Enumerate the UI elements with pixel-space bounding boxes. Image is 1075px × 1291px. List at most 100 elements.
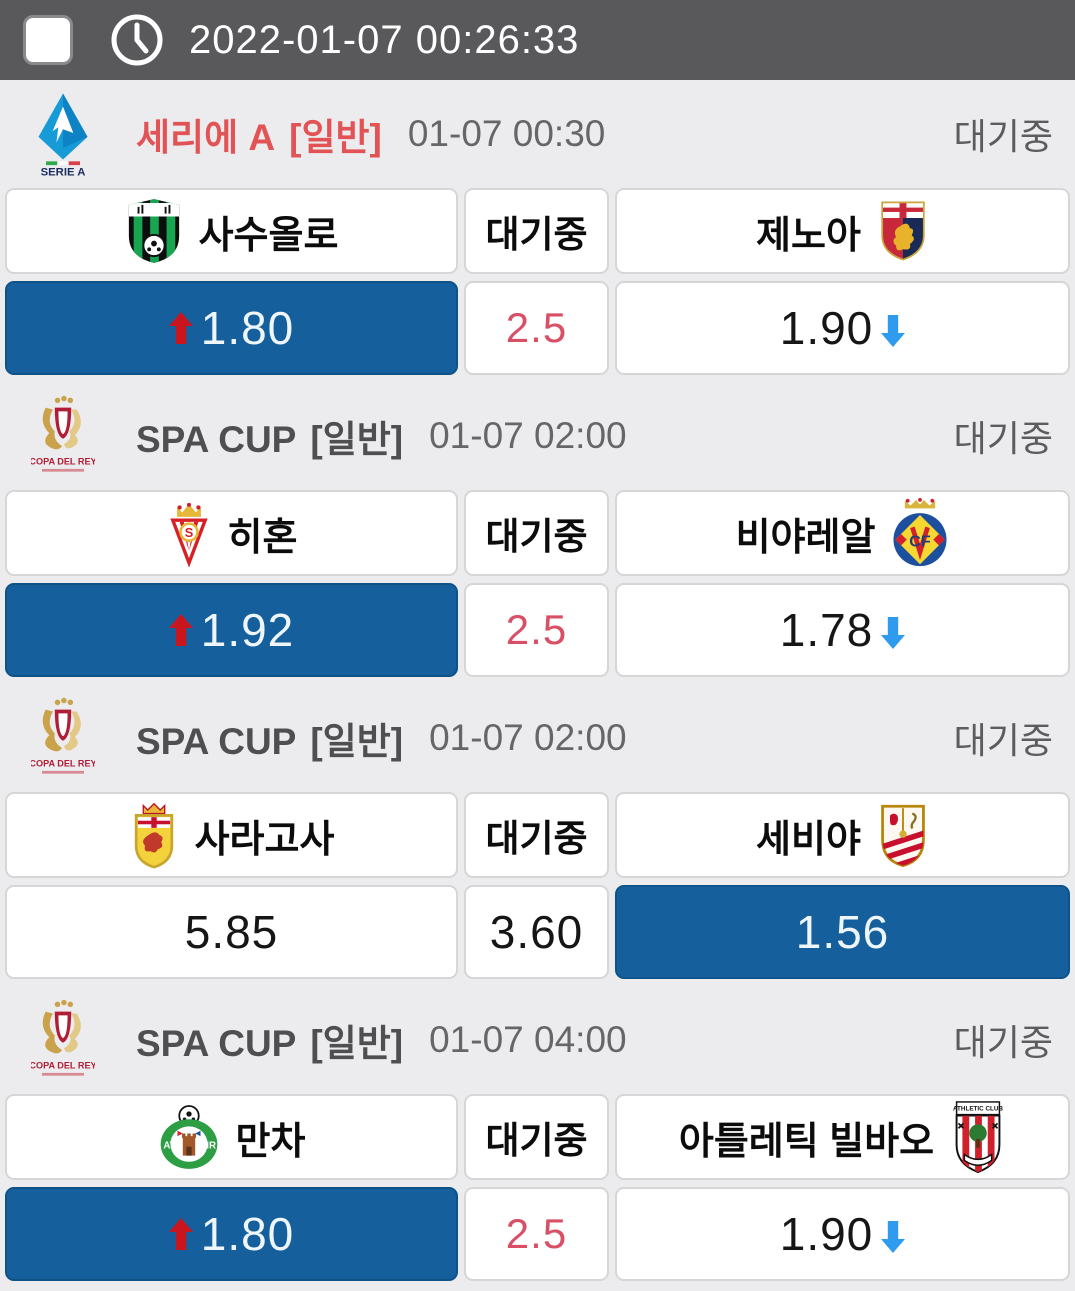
league-tag: [일반] <box>289 117 382 158</box>
match-status: 대기중 <box>485 818 588 859</box>
match-section: SERIE A 세리에 A [일반] 01-07 00:30 대기중 <box>0 80 1075 375</box>
genoa-crest-icon <box>877 198 929 264</box>
away-team-name: 세비야 <box>756 818 861 861</box>
odds-away-button[interactable]: 1.90 <box>615 281 1070 375</box>
home-team-name: 히혼 <box>227 516 298 559</box>
match-status-cell: 대기중 <box>464 1094 609 1180</box>
league-status-badge: 대기중 <box>953 1022 1053 1063</box>
odds-value: 1.92 <box>200 604 295 656</box>
odds-value: 2.5 <box>505 606 568 653</box>
odds-home-button[interactable]: 5.85 <box>5 885 458 979</box>
odds-away-button[interactable]: 1.56 <box>615 885 1070 979</box>
away-team-cell[interactable]: 비야레알 CF <box>615 490 1070 576</box>
home-team-name: 사라고사 <box>194 818 335 861</box>
odds-draw-button[interactable]: 2.5 <box>464 1187 609 1281</box>
copa-del-rey-logo-icon: COPA DEL REY <box>20 393 106 479</box>
odds-down-arrow-icon <box>881 314 906 348</box>
league-title: SPA CUP [일반] <box>136 1023 404 1064</box>
league-status-badge: 대기중 <box>953 418 1053 459</box>
odds-value: 1.90 <box>779 302 874 354</box>
villarreal-crest-icon: CF <box>891 497 949 569</box>
match-section: COPA DEL REY SPA CUP [일반] 01-07 02:00 대기중… <box>0 684 1075 979</box>
match-status-cell: 대기중 <box>464 792 609 878</box>
odds-home-button[interactable]: 1.80 <box>5 281 458 375</box>
match-row: AT MR 만차 대기중 아틀레틱 빌바오 ATHLETIC CLUB <box>0 1094 1075 1180</box>
sassuolo-crest-icon <box>125 197 183 265</box>
clock-icon <box>109 12 165 68</box>
league-header: SERIE A 세리에 A [일반] 01-07 00:30 대기중 <box>0 80 1075 188</box>
odds-draw-button[interactable]: 2.5 <box>464 583 609 677</box>
odds-row: 1.92 2.5 1.78 <box>0 583 1075 677</box>
odds-value: 1.56 <box>795 906 890 958</box>
serie-a-logo-icon: SERIE A <box>20 91 106 177</box>
odds-up-arrow-icon <box>168 311 193 345</box>
match-row: 사라고사 대기중 세비야 <box>0 792 1075 878</box>
league-datetime: 01-07 02:00 <box>429 717 627 758</box>
odds-value: 2.5 <box>505 1210 568 1257</box>
odds-up-arrow-icon <box>168 1217 193 1251</box>
away-team-cell[interactable]: 제노아 <box>615 188 1070 274</box>
match-status: 대기중 <box>485 1120 588 1161</box>
athletic-bilbao-crest-icon: ATHLETIC CLUB <box>950 1100 1006 1174</box>
odds-value: 1.80 <box>200 302 295 354</box>
odds-row: 5.85 3.60 1.56 <box>0 885 1075 979</box>
match-row: S 히혼 대기중 비야레알 CF <box>0 490 1075 576</box>
away-team-name: 비야레알 <box>735 516 876 559</box>
odds-value: 5.85 <box>184 906 279 958</box>
copa-del-rey-logo-icon: COPA DEL REY <box>20 997 106 1083</box>
league-datetime: 01-07 00:30 <box>407 113 606 154</box>
league-status-badge: 대기중 <box>953 720 1053 761</box>
home-team-name: 만차 <box>235 1120 306 1163</box>
copa-del-rey-logo-text: COPA DEL REY <box>31 456 95 466</box>
odds-down-arrow-icon <box>881 1220 906 1254</box>
match-status: 대기중 <box>485 516 588 557</box>
away-team-cell[interactable]: 세비야 <box>615 792 1070 878</box>
villarreal-monogram: CF <box>910 532 932 550</box>
sevilla-crest-icon <box>877 802 929 868</box>
athletic-crest-text: ATHLETIC CLUB <box>953 1106 1003 1113</box>
away-team-cell[interactable]: 아틀레틱 빌바오 ATHLETIC CLUB <box>615 1094 1070 1180</box>
odds-away-button[interactable]: 1.78 <box>615 583 1070 677</box>
league-title: 세리에 A [일반] <box>136 117 382 158</box>
league-header: COPA DEL REY SPA CUP [일반] 01-07 02:00 대기중 <box>0 382 1075 490</box>
gijon-crest-icon: S <box>166 498 212 568</box>
home-team-cell[interactable]: 사수올로 <box>5 188 458 274</box>
odds-draw-button[interactable]: 3.60 <box>464 885 609 979</box>
match-status: 대기중 <box>485 214 588 255</box>
mancha-crest-right-text: MR <box>200 1141 215 1152</box>
league-status-badge: 대기중 <box>953 116 1053 157</box>
league-header: COPA DEL REY SPA CUP [일반] 01-07 02:00 대기중 <box>0 684 1075 792</box>
match-status-cell: 대기중 <box>464 188 609 274</box>
league-datetime: 01-07 02:00 <box>429 415 627 456</box>
odds-row: 1.80 2.5 1.90 <box>0 1187 1075 1281</box>
odds-value: 3.60 <box>489 906 584 958</box>
odds-up-arrow-icon <box>168 613 193 647</box>
odds-draw-button[interactable]: 2.5 <box>464 281 609 375</box>
current-timestamp: 2022-01-07 00:26:33 <box>189 17 580 62</box>
league-datetime: 01-07 04:00 <box>429 1019 627 1060</box>
select-all-checkbox[interactable] <box>23 15 73 65</box>
home-team-cell[interactable]: S 히혼 <box>5 490 458 576</box>
mancha-real-crest-icon: AT MR <box>158 1104 220 1170</box>
top-bar: 2022-01-07 00:26:33 <box>0 0 1075 80</box>
home-team-cell[interactable]: 사라고사 <box>5 792 458 878</box>
odds-value: 1.90 <box>779 1208 874 1260</box>
odds-down-arrow-icon <box>881 616 906 650</box>
home-team-cell[interactable]: AT MR 만차 <box>5 1094 458 1180</box>
match-section: COPA DEL REY SPA CUP [일반] 01-07 02:00 대기중… <box>0 382 1075 677</box>
odds-home-button[interactable]: 1.80 <box>5 1187 458 1281</box>
mancha-crest-left-text: AT <box>163 1141 175 1152</box>
gijon-monogram: S <box>184 525 193 540</box>
zaragoza-crest-icon <box>129 801 179 869</box>
serie-a-logo-text: SERIE A <box>41 166 86 177</box>
odds-row: 1.80 2.5 1.90 <box>0 281 1075 375</box>
league-title: SPA CUP [일반] <box>136 721 404 762</box>
copa-del-rey-logo-text: COPA DEL REY <box>31 1060 95 1070</box>
league-header: COPA DEL REY SPA CUP [일반] 01-07 04:00 대기중 <box>0 986 1075 1094</box>
league-title: SPA CUP [일반] <box>136 419 404 460</box>
away-team-name: 아틀레틱 빌바오 <box>678 1120 935 1163</box>
odds-value: 1.78 <box>779 604 874 656</box>
odds-away-button[interactable]: 1.90 <box>615 1187 1070 1281</box>
odds-home-button[interactable]: 1.92 <box>5 583 458 677</box>
league-tag: [일반] <box>310 419 404 460</box>
